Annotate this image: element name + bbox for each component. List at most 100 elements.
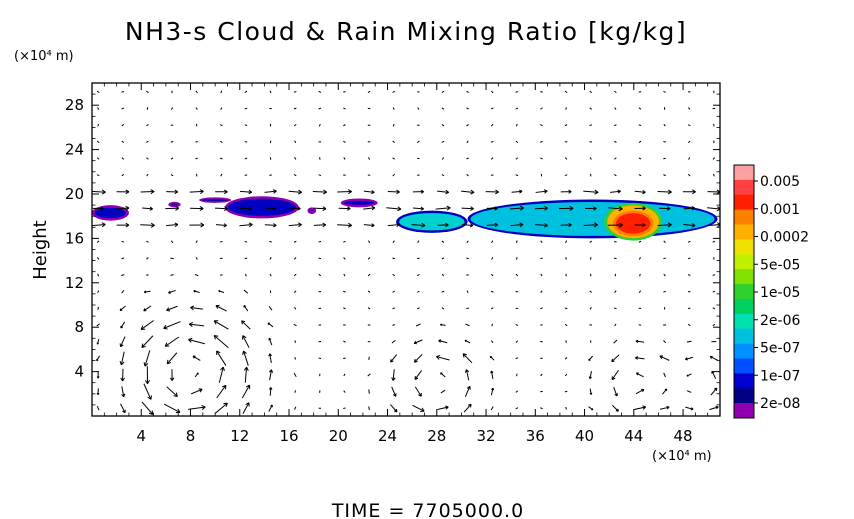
y-axis-label: Height [30, 220, 51, 280]
wind-vector [416, 307, 420, 310]
wind-vector-head [200, 222, 205, 228]
wind-vector [638, 107, 642, 110]
wind-vector-head [213, 320, 219, 325]
wind-vector [268, 404, 273, 412]
wind-vector [214, 402, 228, 414]
wind-vector-head [371, 205, 376, 211]
wind-vector [490, 123, 494, 127]
wind-vector-head [593, 206, 597, 211]
wind-vector [565, 240, 568, 244]
wind-vector [490, 290, 494, 293]
time-annotation: TIME = 7705000.0 [331, 500, 524, 519]
wind-vector-head [413, 358, 418, 363]
wind-vector [293, 240, 297, 243]
wind-vector [466, 124, 469, 127]
wind-vector [195, 257, 198, 260]
wind-vector [313, 207, 327, 210]
wind-vector [96, 174, 100, 177]
wind-vector [613, 339, 618, 344]
wind-vector [614, 157, 617, 160]
colorbar-swatch [734, 239, 754, 255]
wind-vector-head [489, 355, 492, 359]
wind-vector [490, 107, 494, 110]
wind-vector [343, 407, 346, 410]
wind-vector [441, 240, 445, 243]
wind-vector [219, 157, 223, 160]
wind-vector [614, 174, 617, 177]
wind-vector-head [140, 325, 146, 330]
wind-vector-head [371, 190, 375, 195]
wind-vector [216, 350, 227, 366]
wind-vector [97, 273, 100, 277]
wind-vector-head [166, 359, 172, 365]
wind-vector-head [199, 206, 204, 211]
wind-vector [589, 290, 592, 293]
wind-vector [244, 257, 248, 260]
wind-vector [140, 224, 155, 226]
wind-vector [269, 174, 272, 176]
wind-vector [318, 257, 322, 260]
wind-vector-head [120, 377, 125, 382]
wind-vector [195, 90, 198, 94]
wind-vector [466, 173, 469, 177]
wind-vector-head [269, 387, 273, 390]
wind-vector [515, 407, 519, 410]
wind-vector-head [445, 189, 450, 195]
wind-vector-head [346, 206, 351, 211]
wind-vector-head [150, 222, 155, 228]
wind-vector-head [618, 222, 623, 228]
wind-vector-head [297, 222, 302, 228]
wind-vector [294, 340, 296, 343]
wind-vector [516, 240, 518, 244]
wind-vector [490, 340, 494, 343]
wind-vector-head [568, 222, 572, 228]
wind-vector [367, 90, 371, 93]
wind-vector [170, 274, 174, 276]
wind-vector [535, 190, 548, 193]
wind-vector [564, 124, 568, 127]
wind-vector [168, 289, 176, 294]
wind-vector-head [268, 353, 272, 357]
wind-vector [515, 273, 519, 277]
wind-vector [635, 389, 645, 395]
wind-vector [242, 402, 250, 415]
wind-vector-head [667, 189, 672, 195]
wind-vector [515, 340, 519, 343]
x-tick-label: 28 [427, 427, 446, 445]
wind-vector [140, 320, 154, 330]
wind-vector [121, 124, 125, 127]
wind-vector-head [421, 222, 426, 228]
wind-vector [195, 157, 199, 160]
colorbar-swatch [734, 269, 754, 285]
wind-vector [121, 240, 125, 243]
y-tick-labels: 4 8 12 16 20 24 28 [65, 96, 84, 380]
wind-vector [170, 140, 174, 143]
wind-vector-head [267, 322, 270, 325]
wind-vector [663, 240, 666, 243]
wind-vector-head [125, 189, 130, 195]
cloud-layers [92, 196, 718, 241]
wind-vector-head [544, 205, 548, 211]
y-tick-label: 8 [74, 318, 84, 336]
wind-vector [141, 401, 154, 415]
wind-vector-head [199, 189, 204, 195]
wind-vector [441, 107, 445, 110]
wind-vector [343, 124, 346, 127]
wind-vector-head [635, 372, 639, 376]
wind-vector [589, 90, 592, 94]
wind-vector [220, 107, 223, 110]
wind-vector [343, 340, 346, 343]
wind-vector [663, 90, 666, 93]
wind-vector-head [188, 337, 193, 343]
wind-vector [140, 191, 155, 193]
wind-vector [466, 140, 469, 144]
colorbar-swatch [734, 328, 754, 344]
wind-vector [491, 240, 494, 244]
wind-vector [441, 124, 445, 127]
wind-vector [712, 173, 715, 177]
wind-vector [146, 173, 149, 177]
wind-vector-head [392, 393, 397, 397]
wind-vector [540, 407, 543, 410]
wind-vector [463, 403, 472, 413]
